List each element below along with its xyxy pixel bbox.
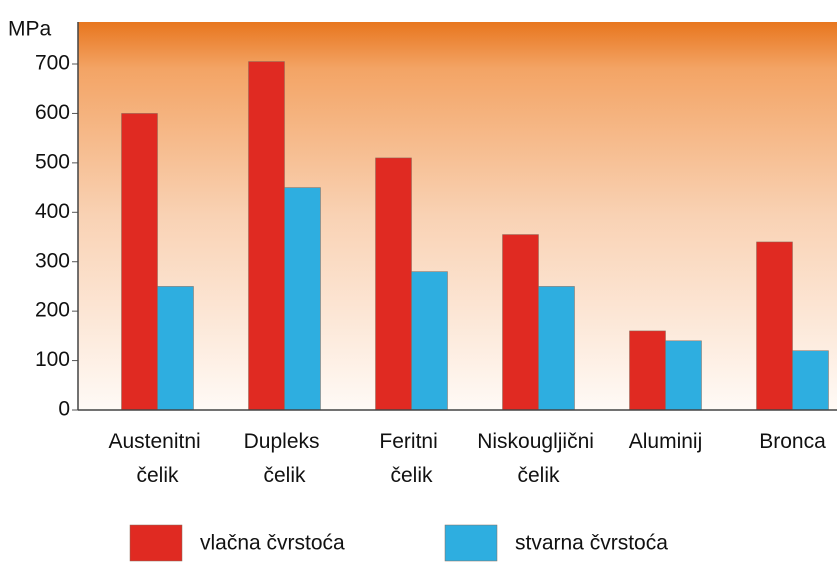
bar <box>538 286 575 411</box>
y-tick-label: 100 <box>35 348 70 371</box>
bar <box>756 241 793 411</box>
x-tick-label: Dupleks čelik <box>244 430 326 487</box>
y-tick-label: 500 <box>35 150 70 173</box>
x-tick-label: Austenitni čelik <box>108 430 206 487</box>
bar <box>284 187 321 411</box>
bar <box>411 271 448 411</box>
y-tick-label: 0 <box>58 398 70 421</box>
bar <box>629 330 666 411</box>
x-tick-label: Aluminij <box>629 430 703 453</box>
legend-label: stvarna čvrstoća <box>515 532 668 555</box>
bar <box>157 286 194 411</box>
y-tick-label: 400 <box>35 200 70 223</box>
bar <box>502 234 539 411</box>
bar <box>792 350 829 411</box>
plot-background <box>78 22 837 410</box>
y-tick-label: 600 <box>35 101 70 124</box>
y-axis-label: MPa <box>8 18 52 41</box>
bar <box>665 340 702 411</box>
legend-label: vlačna čvrstoća <box>200 532 345 555</box>
y-tick-label: 200 <box>35 299 70 322</box>
y-tick-label: 300 <box>35 249 70 272</box>
bar <box>121 113 158 411</box>
legend-swatch <box>444 524 498 562</box>
x-tick-label: Bronca <box>759 430 826 453</box>
y-tick-label: 700 <box>35 52 70 75</box>
legend-swatch <box>129 524 183 562</box>
x-tick-label: Niskougljični čelik <box>477 430 600 487</box>
bar <box>248 61 285 411</box>
x-tick-label: Feritni čelik <box>379 430 443 487</box>
bar <box>375 157 412 411</box>
